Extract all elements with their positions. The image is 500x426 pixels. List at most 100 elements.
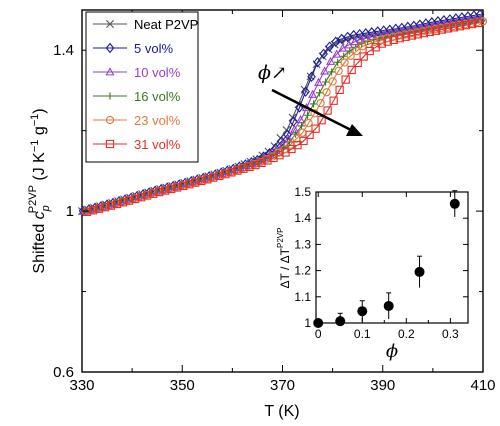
series-point-5 — [275, 151, 284, 160]
legend-marker-2 — [105, 67, 115, 76]
series-point-5 — [407, 31, 416, 40]
series-point-5 — [239, 164, 248, 173]
series-point-5 — [347, 65, 356, 75]
series-point-5 — [167, 184, 176, 194]
inset-y-axis-title-sup: P2VP — [276, 228, 285, 248]
y-axis-title-units-mid: g — [31, 126, 48, 139]
series-point-1 — [307, 71, 316, 83]
legend-label-1: 5 vol% — [134, 41, 173, 56]
phi-annotation: ϕ↗ — [258, 62, 363, 136]
inset-y-axis-title: ΔT / ΔTP2VP — [276, 228, 292, 289]
inset-x-axis-title: ϕ — [386, 341, 398, 362]
series-point-5 — [353, 58, 362, 68]
series-point-1 — [277, 136, 286, 147]
inset-y-tick-label: 1.1 — [294, 290, 311, 304]
series-point-5 — [299, 136, 308, 146]
y-axis-title: Shifted cpP2VP (J K−1 g−1) — [27, 108, 52, 273]
main-x-ticks: 330 350 370 390 410 — [69, 10, 496, 394]
main-plot: 330 350 370 390 410 0.6 1 1.4 T (K) Shifted cp… — [27, 9, 496, 420]
x-tick-label: 410 — [470, 377, 495, 394]
inset-x-tick-label: 0.3 — [442, 327, 459, 341]
inset-x-tick-label: 0.1 — [354, 327, 371, 341]
series-point-5 — [112, 199, 122, 209]
y-tick-label: 1.4 — [53, 42, 74, 59]
series-point-5 — [227, 168, 236, 177]
series-point-5 — [377, 39, 386, 48]
series-point-5 — [245, 162, 254, 172]
series-point-5 — [130, 194, 140, 204]
y-axis-title-sup: P2VP — [27, 185, 39, 213]
series-point-2 — [289, 124, 300, 133]
y-axis-title-units-end: ) — [31, 108, 48, 113]
series-point-3 — [364, 37, 372, 46]
series-point-4 — [316, 98, 325, 108]
inset-points — [313, 190, 460, 328]
series-point-3 — [291, 130, 300, 138]
series-point-5 — [437, 25, 447, 34]
series-point-5 — [425, 27, 435, 37]
y-tick-label: 0.6 — [53, 364, 74, 381]
phi-annotation-arrowhead — [346, 124, 363, 136]
series-point-5 — [341, 75, 350, 84]
series-point-2 — [332, 49, 342, 58]
series-point-5 — [335, 85, 344, 94]
series-point-5 — [233, 166, 242, 175]
phi-annotation-arrow — [271, 88, 354, 133]
series-point-5 — [251, 160, 260, 170]
inset-y-tick-label: 1.5 — [294, 185, 311, 199]
series-point-3 — [285, 138, 294, 146]
inset-plot: 0 0.1 0.2 0.3 1 1.1 1.2 1.3 1.4 1.5 ϕ ΔT / ΔTP2V… — [276, 185, 474, 362]
series-point-5 — [419, 28, 429, 38]
x-tick-label: 390 — [370, 377, 395, 394]
series-point-2 — [356, 34, 366, 43]
inset-x-ticks: 0 0.1 0.2 0.3 — [315, 192, 459, 341]
series-point-5 — [263, 156, 272, 165]
series-point-3 — [334, 58, 342, 66]
legend-label-2: 10 vol% — [134, 65, 181, 80]
legend-marker-3 — [106, 92, 114, 100]
legend-marker-5 — [105, 139, 115, 149]
y-axis-title-units-exp1: −1 — [29, 140, 41, 153]
inset-y-tick-label: 1.2 — [294, 264, 311, 278]
series-point-5 — [100, 203, 110, 212]
series-point-1 — [301, 86, 310, 97]
series-point-5 — [94, 204, 104, 213]
y-axis-title-sub: p — [40, 205, 52, 212]
series-point-5 — [443, 24, 453, 33]
series-point-5 — [191, 178, 200, 187]
series-point-5 — [311, 124, 320, 133]
series-point-3 — [303, 111, 312, 119]
series-point-5 — [118, 198, 128, 207]
series-point-5 — [179, 181, 188, 191]
series-point-5 — [461, 20, 471, 30]
series-point-5 — [359, 52, 368, 61]
series-point-5 — [203, 175, 212, 184]
y-axis-title-symbol: c — [31, 211, 48, 219]
series-point-5 — [197, 176, 206, 186]
series-point-5 — [209, 173, 218, 182]
series-point-2 — [350, 37, 360, 46]
legend-label-5: 31 vol% — [134, 137, 181, 152]
series-point-5 — [305, 130, 314, 139]
x-tick-label: 350 — [170, 377, 195, 394]
series-point-3 — [315, 89, 324, 97]
series-point-3 — [358, 39, 366, 48]
y-axis-title-units: (J K — [31, 152, 48, 185]
series-point-3 — [322, 78, 330, 86]
series-point-5 — [329, 96, 338, 105]
inset-y-ticks: 1 1.1 1.2 1.3 1.4 1.5 — [294, 185, 468, 330]
series-point-5 — [88, 206, 98, 215]
series-point-5 — [449, 23, 459, 32]
inset-point-5 — [449, 198, 460, 209]
series-point-4 — [472, 18, 482, 27]
series-point-3 — [297, 122, 306, 130]
series-point-4 — [322, 88, 331, 97]
series-point-2 — [308, 89, 318, 98]
series-point-5 — [215, 171, 224, 181]
series-point-4 — [346, 51, 355, 61]
series-point-5 — [155, 187, 164, 197]
series-point-5 — [136, 193, 146, 202]
main-series-markers — [78, 9, 488, 217]
y-tick-label: 1 — [66, 203, 74, 220]
